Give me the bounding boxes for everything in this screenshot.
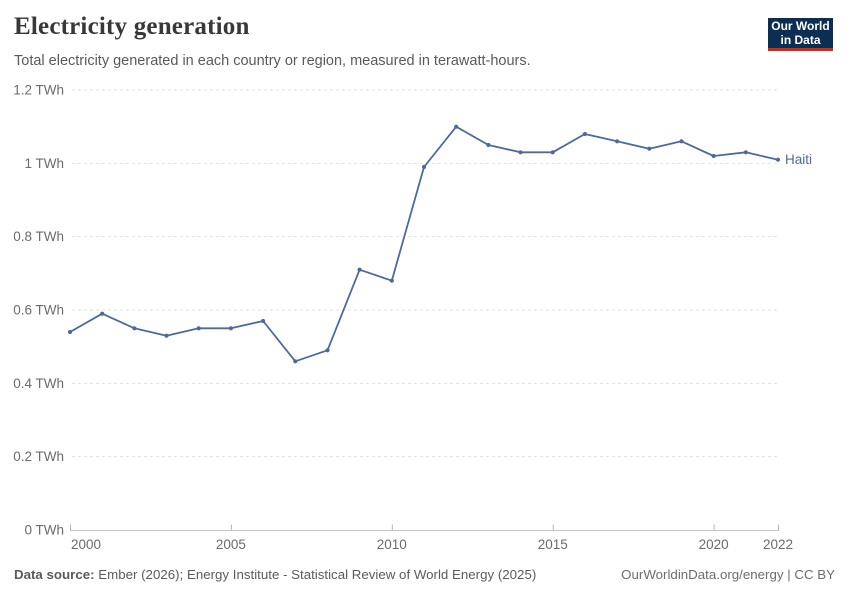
- data-point[interactable]: [454, 124, 459, 129]
- data-point[interactable]: [550, 150, 555, 155]
- data-point[interactable]: [486, 142, 491, 148]
- data-source-text: Ember (2026); Energy Institute - Statist…: [98, 567, 537, 582]
- data-point[interactable]: [711, 153, 716, 159]
- chart-subtitle: Total electricity generated in each coun…: [14, 53, 531, 69]
- owid-logo-line2: in Data: [780, 33, 821, 47]
- data-point[interactable]: [743, 150, 748, 155]
- page-title: Electricity generation: [14, 13, 250, 40]
- data-point[interactable]: [582, 131, 588, 137]
- data-point[interactable]: [164, 333, 169, 338]
- y-tick-label: 0.6 TWh: [13, 303, 64, 318]
- data-point[interactable]: [228, 326, 233, 331]
- data-point[interactable]: [679, 139, 684, 144]
- data-point[interactable]: [132, 326, 137, 331]
- entity-label-haiti[interactable]: Haiti: [785, 152, 812, 167]
- data-source-note: Data source: Ember (2026); Energy Instit…: [14, 567, 536, 582]
- data-point[interactable]: [325, 348, 330, 353]
- data-point[interactable]: [293, 359, 298, 364]
- x-tick-label: 2000: [71, 537, 101, 552]
- data-point[interactable]: [389, 278, 394, 283]
- chart-footer: Data source: Ember (2026); Energy Instit…: [0, 567, 850, 589]
- y-tick-label: 0.8 TWh: [13, 229, 64, 244]
- y-tick-label: 1 TWh: [24, 156, 64, 171]
- y-tick-label: 0.4 TWh: [13, 376, 64, 391]
- data-point[interactable]: [67, 329, 73, 335]
- x-tick-label: 2015: [538, 537, 568, 552]
- data-source-label: Data source:: [14, 567, 95, 582]
- owid-url-license-link[interactable]: OurWorldinData.org/energy | CC BY: [621, 567, 835, 582]
- y-tick-label: 0.2 TWh: [13, 449, 64, 464]
- y-tick-label: 0 TWh: [24, 523, 64, 538]
- line-series-haiti[interactable]: [69, 125, 779, 363]
- data-point[interactable]: [357, 267, 362, 272]
- data-point[interactable]: [518, 150, 523, 155]
- owid-logo-line1: Our World: [771, 19, 830, 33]
- data-point[interactable]: [775, 157, 781, 162]
- data-point[interactable]: [647, 146, 652, 151]
- data-point[interactable]: [421, 164, 427, 170]
- data-point[interactable]: [100, 311, 105, 316]
- y-tick-label: 1.2 TWh: [13, 83, 64, 98]
- x-tick-label: 2020: [699, 537, 729, 552]
- data-point[interactable]: [196, 326, 201, 331]
- x-tick-label: 2022: [763, 537, 793, 552]
- owid-logo[interactable]: Our World in Data: [768, 18, 833, 51]
- x-tick-label: 2005: [216, 537, 246, 552]
- x-tick-label: 2010: [377, 537, 407, 552]
- data-point[interactable]: [615, 139, 620, 144]
- data-point[interactable]: [261, 318, 266, 324]
